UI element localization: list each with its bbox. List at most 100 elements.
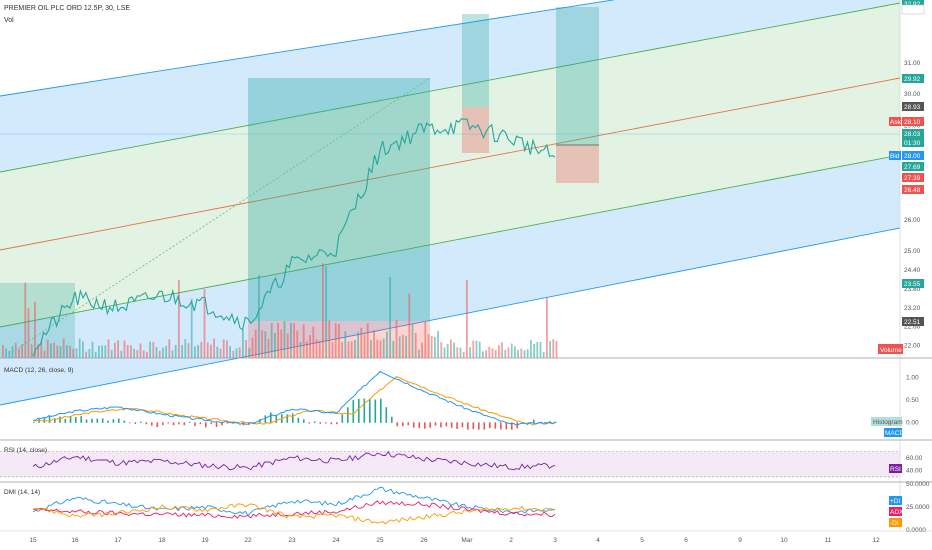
volume-bar <box>325 266 327 358</box>
volume-bar <box>280 329 283 358</box>
macd-histogram-bar <box>210 422 212 425</box>
macd-histogram-bar <box>134 422 137 425</box>
rsi-pane[interactable]: RSI (14, close) <box>0 447 900 478</box>
volume-bar <box>120 350 123 358</box>
macd-histogram-bar <box>292 413 294 423</box>
volume-bar <box>18 348 20 358</box>
volume-bar <box>514 346 516 358</box>
volume-bar <box>491 348 494 358</box>
macd-histogram-bar <box>413 422 415 428</box>
volume-bar <box>136 350 139 358</box>
volume-bar <box>210 344 212 358</box>
macd-histogram-bar <box>341 414 344 423</box>
volume-bar <box>254 329 257 358</box>
volume-bar <box>427 334 430 358</box>
volume-bar <box>414 332 417 358</box>
main-pane[interactable] <box>0 0 932 483</box>
volume-bar <box>462 351 465 358</box>
macd-histogram-bar <box>511 422 513 430</box>
price-badge-label: GBX <box>904 7 918 14</box>
price-axis[interactable]: 31.0030.0029.0028.0027.0026.0025.0024.40… <box>871 0 930 534</box>
volume-bar <box>350 341 353 358</box>
price-badge-label: 22.51 <box>904 319 921 326</box>
price-badge-bg <box>902 151 924 160</box>
volume-bar <box>66 345 68 358</box>
rsi-tick-label: 60.00 <box>906 455 923 462</box>
volume-bar <box>542 351 545 358</box>
volume-bar <box>517 349 519 358</box>
macd-histogram-bar <box>325 422 327 424</box>
price-badge-label: 28.10 <box>904 119 921 126</box>
macd-histogram-bar <box>112 419 115 423</box>
volume-badge-label: Volume <box>880 347 902 354</box>
macd-histogram-bar <box>54 419 56 423</box>
volume-bar <box>82 341 84 358</box>
volume-bar <box>197 344 199 358</box>
price-tick-label: 23.80 <box>904 286 921 293</box>
volume-bar <box>274 332 276 358</box>
channel-median-line <box>0 77 901 251</box>
macd-histogram-bar <box>429 422 431 428</box>
time-tick-label: 9 <box>738 537 742 544</box>
macd-histogram-bar <box>64 418 67 423</box>
dmi-pane[interactable]: DMI (14, 14) <box>4 486 556 525</box>
macd-histogram-bar <box>374 399 377 423</box>
volume-bar <box>110 349 113 358</box>
macd-histogram-bar <box>500 422 502 430</box>
macd-histogram-bar <box>118 418 120 423</box>
rsi-badge-label: RSI <box>890 466 901 473</box>
volume-bar <box>238 347 241 358</box>
price-badge-label: 23.55 <box>904 281 921 288</box>
time-tick-label: 5 <box>640 537 644 544</box>
macd-histogram-bar <box>270 412 272 423</box>
volume-bar <box>94 351 97 358</box>
volume-bar <box>248 348 251 358</box>
volume-bar <box>251 337 254 358</box>
position-box-4-profit <box>556 7 599 145</box>
volume-bar <box>107 339 110 358</box>
price-badge-bg <box>902 102 924 111</box>
channel-upper-line <box>0 0 616 97</box>
price-tick-label: 31.00 <box>904 60 921 67</box>
time-axis[interactable]: 15 16 17 18 19 22 23 24 25 26 Mar 2 3 4 5 6 9 10 11 12 <box>0 530 932 544</box>
volume-bar <box>334 323 337 358</box>
macd-histogram-bar <box>461 422 464 428</box>
volume-bar <box>552 339 555 358</box>
time-tick-label: 22 <box>244 537 252 544</box>
channel-upper-inner-line <box>0 2 901 173</box>
volume-bar <box>117 340 119 358</box>
time-tick-label: 10 <box>780 537 788 544</box>
macd-title: MACD (12, 26, close, 9) <box>4 367 73 374</box>
volume-bar <box>360 327 363 358</box>
dmi-badge-bg <box>889 496 902 505</box>
volume-bar <box>242 329 244 358</box>
macd-pane[interactable]: MACD (12, 26, close, 9) <box>4 367 557 430</box>
volume-bar <box>478 341 481 358</box>
macd-histogram-bar <box>369 399 371 423</box>
price-badge-label: 27.39 <box>904 175 921 182</box>
macd-line <box>32 370 556 426</box>
volume-bar <box>370 340 372 358</box>
time-tick-label: 18 <box>158 537 166 544</box>
volume-bar <box>283 321 286 358</box>
volume-bar <box>168 339 171 358</box>
macd-histogram-bar <box>391 416 393 423</box>
volume-bar <box>85 351 87 358</box>
volume-bar <box>549 340 551 358</box>
volume-bar <box>194 346 196 358</box>
volume-bar <box>213 338 215 358</box>
volume-bar <box>344 331 347 358</box>
time-tick-label: 25 <box>376 537 384 544</box>
time-tick-label: 26 <box>420 537 428 544</box>
time-tick-label: 4 <box>596 537 600 544</box>
badge-tag-label: Ask <box>890 119 902 126</box>
volume-bar <box>494 349 497 358</box>
volume-bar <box>40 341 43 358</box>
volume-bar <box>226 340 228 358</box>
macd-histogram-bar <box>380 398 382 423</box>
time-tick-label: 23 <box>288 537 296 544</box>
volume-bar <box>398 336 401 358</box>
volume-bar <box>43 350 46 358</box>
badge-tag-bg <box>889 117 901 126</box>
